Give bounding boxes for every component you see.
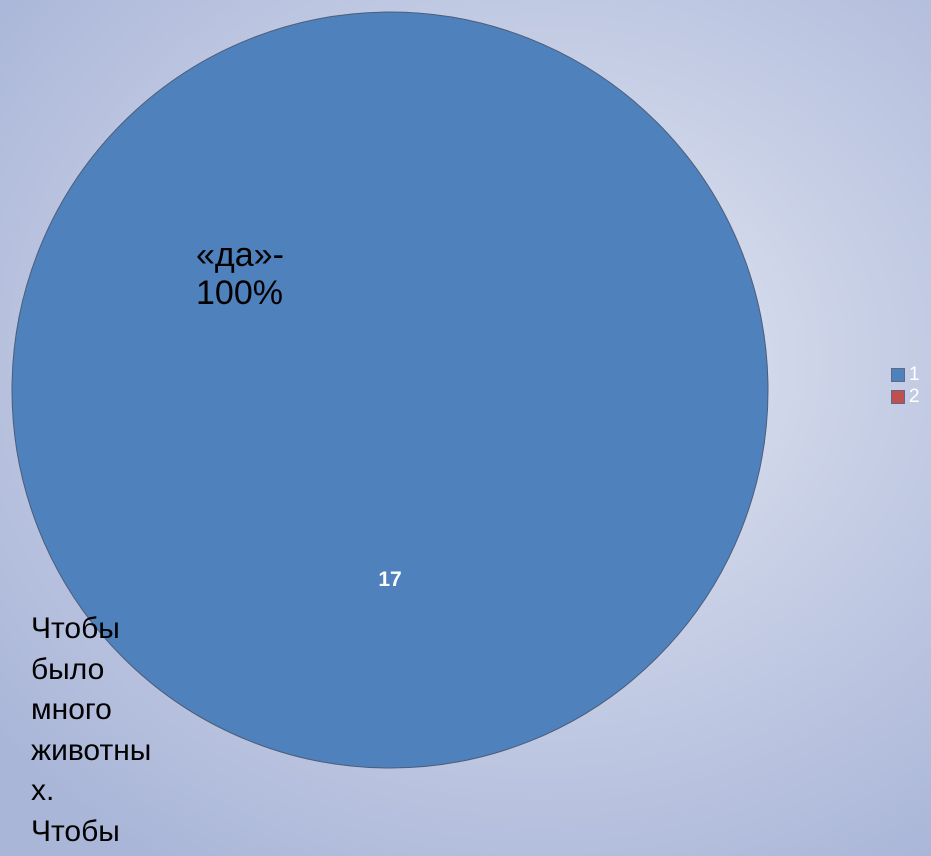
legend-label-2: 2 <box>909 386 920 407</box>
legend-label-1: 1 <box>909 364 920 385</box>
side-text: Чтобы было много животны х. Чтобы <box>31 612 152 848</box>
pie-annotation: «да»- 100% <box>196 236 284 312</box>
pie-data-label-1: 17 <box>378 568 401 591</box>
legend-swatch-1 <box>891 368 905 382</box>
legend-item-2: 2 <box>891 386 920 408</box>
legend-item-1: 1 <box>891 364 920 386</box>
chart-legend: 1 2 <box>891 364 920 408</box>
pie-slices <box>11 11 769 769</box>
pie-slice-1 <box>11 11 769 769</box>
pie-data-labels: 17 <box>378 568 401 591</box>
legend-swatch-2 <box>891 390 905 404</box>
